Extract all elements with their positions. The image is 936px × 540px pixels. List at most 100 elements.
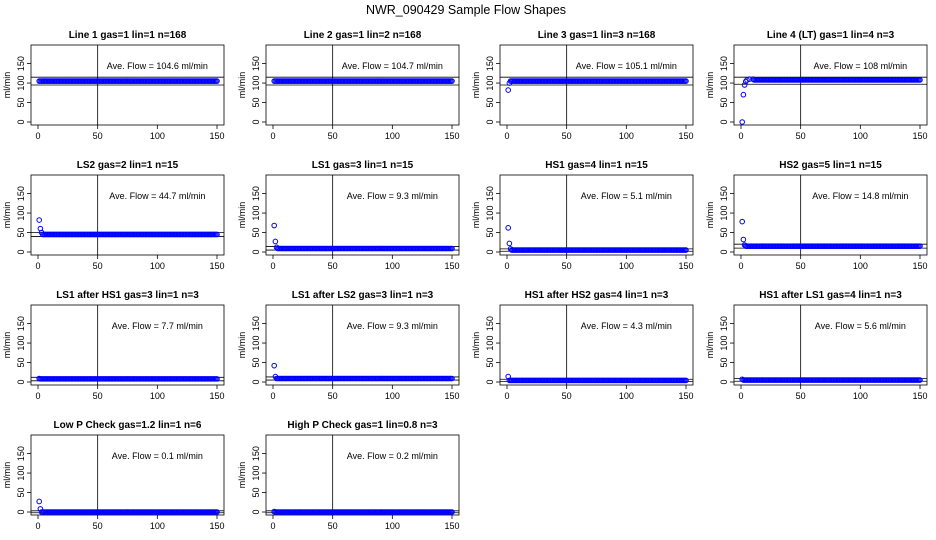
plot-frame — [30, 434, 225, 516]
x-tick-label: 50 — [93, 131, 103, 141]
data-point — [214, 231, 220, 238]
y-axis-label: ml/min — [237, 202, 247, 229]
x-tick-label: 0 — [270, 521, 275, 531]
y-tick-label: 0 — [719, 119, 729, 124]
x-tick-label: 50 — [796, 261, 806, 271]
y-tick-label: 100 — [485, 206, 495, 221]
panel-12: HS1 after LS1 gas=4 lin=1 n=3 0 50 100 150 0 5… — [705, 290, 928, 401]
data-point — [744, 77, 750, 83]
y-axis-label: ml/min — [2, 462, 12, 489]
average-flow-annotation: Ave. Flow = 7.7 ml/min — [112, 321, 203, 331]
x-tick-label: 0 — [270, 131, 275, 141]
y-tick-label: 0 — [719, 249, 729, 254]
y-tick-label: 0 — [485, 379, 495, 384]
panel-title: LS2 gas=2 lin=1 n=15 — [77, 160, 179, 171]
x-tick-label: 100 — [150, 261, 165, 271]
x-tick-label: 150 — [912, 131, 927, 141]
x-tick-label: 100 — [853, 391, 868, 401]
x-tick-label: 100 — [150, 131, 165, 141]
panel-title: High P Check gas=1 lin=0.8 n=3 — [287, 420, 438, 431]
plot-frame — [733, 304, 928, 386]
x-tick-label: 100 — [619, 131, 634, 141]
x-tick-label: 0 — [270, 391, 275, 401]
panel-title: HS2 gas=5 lin=1 n=15 — [779, 160, 882, 171]
x-tick-label: 100 — [853, 261, 868, 271]
average-flow-annotation: Ave. Flow = 14.8 ml/min — [812, 191, 908, 201]
data-point — [739, 119, 745, 125]
y-tick-label: 50 — [251, 358, 261, 368]
x-tick-label: 150 — [209, 391, 224, 401]
y-tick-label: 100 — [16, 76, 26, 91]
y-tick-label: 150 — [16, 186, 26, 201]
y-tick-label: 50 — [485, 228, 495, 238]
plot-frame — [265, 304, 460, 386]
y-tick-label: 150 — [485, 316, 495, 331]
panel-title: Line 4 (LT) gas=1 lin=4 n=3 — [767, 30, 895, 41]
panel-title: LS1 after LS2 gas=3 lin=1 n=3 — [292, 290, 434, 301]
average-flow-annotation: Ave. Flow = 104.7 ml/min — [342, 61, 443, 71]
average-flow-annotation: Ave. Flow = 5.6 ml/min — [815, 321, 906, 331]
y-tick-label: 50 — [16, 488, 26, 498]
panel-9: LS1 after HS1 gas=3 lin=1 n=3 0 50 100 150 0 5… — [2, 290, 225, 401]
panel-13: Low P Check gas=1.2 lin=1 n=6 0 50 100 150 0 5… — [2, 420, 225, 531]
y-tick-label: 50 — [251, 488, 261, 498]
x-tick-label: 150 — [444, 261, 459, 271]
panel-4: Line 4 (LT) gas=1 lin=4 n=3 0 50 100 150 0 50 1… — [705, 30, 928, 141]
y-tick-label: 0 — [16, 379, 26, 384]
average-flow-annotation: Ave. Flow = 0.2 ml/min — [347, 451, 438, 461]
data-point — [683, 78, 689, 84]
y-tick-label: 150 — [16, 316, 26, 331]
panel-10: LS1 after LS2 gas=3 lin=1 n=3 0 50 100 150 0 5… — [237, 290, 460, 401]
y-tick-label: 150 — [16, 446, 26, 461]
x-tick-label: 0 — [35, 261, 40, 271]
x-tick-label: 150 — [209, 261, 224, 271]
x-tick-label: 0 — [738, 391, 743, 401]
y-axis-label: ml/min — [237, 72, 247, 99]
x-tick-label: 150 — [209, 521, 224, 531]
panel-5: LS2 gas=2 lin=1 n=15 0 50 100 150 0 50 100 150 ml… — [2, 160, 225, 271]
y-tick-label: 150 — [251, 316, 261, 331]
y-axis-label: ml/min — [705, 332, 715, 359]
y-tick-label: 100 — [485, 336, 495, 351]
x-tick-label: 100 — [385, 521, 400, 531]
y-tick-label: 0 — [16, 509, 26, 514]
panel-1: Line 1 gas=1 lin=1 n=168 0 50 100 150 0 50 100 1… — [2, 30, 225, 141]
x-tick-label: 150 — [912, 391, 927, 401]
y-axis-label: ml/min — [471, 202, 481, 229]
y-tick-label: 100 — [16, 336, 26, 351]
panel-14: High P Check gas=1 lin=0.8 n=3 0 50 100 150 0… — [237, 420, 460, 531]
y-tick-label: 0 — [251, 509, 261, 514]
x-tick-label: 100 — [619, 391, 634, 401]
data-point — [741, 82, 748, 88]
y-tick-label: 150 — [16, 56, 26, 71]
average-flow-annotation: Ave. Flow = 44.7 ml/min — [109, 191, 205, 201]
x-tick-label: 50 — [328, 391, 338, 401]
y-tick-label: 50 — [719, 358, 729, 368]
y-tick-label: 50 — [251, 228, 261, 238]
y-axis-label: ml/min — [237, 462, 247, 489]
data-point — [506, 240, 513, 247]
x-tick-label: 150 — [444, 521, 459, 531]
y-tick-label: 50 — [251, 98, 261, 108]
figure-title: NWR_090429 Sample Flow Shapes — [366, 3, 566, 17]
y-tick-label: 0 — [16, 119, 26, 124]
y-tick-label: 100 — [251, 76, 261, 91]
x-tick-label: 50 — [562, 391, 572, 401]
data-point — [917, 77, 923, 83]
y-tick-label: 150 — [719, 186, 729, 201]
y-tick-label: 50 — [16, 98, 26, 108]
y-tick-label: 50 — [16, 358, 26, 368]
average-flow-annotation: Ave. Flow = 108 ml/min — [814, 61, 908, 71]
x-tick-label: 50 — [328, 521, 338, 531]
x-tick-label: 50 — [93, 521, 103, 531]
panel-11: HS1 after HS2 gas=4 lin=1 n=3 0 50 100 150 0 5… — [471, 290, 694, 401]
panels-grid: Line 1 gas=1 lin=1 n=168 0 50 100 150 0 50 100 1… — [2, 30, 928, 531]
plot-frame — [30, 174, 225, 256]
average-flow-annotation: Ave. Flow = 4.3 ml/min — [581, 321, 672, 331]
y-tick-label: 100 — [251, 466, 261, 481]
y-axis-label: ml/min — [705, 202, 715, 229]
data-point — [683, 377, 689, 384]
average-flow-annotation: Ave. Flow = 5.1 ml/min — [581, 191, 672, 201]
x-tick-label: 50 — [562, 131, 572, 141]
panel-6: LS1 gas=3 lin=1 n=15 0 50 100 150 0 50 100 150 ml… — [237, 160, 460, 271]
